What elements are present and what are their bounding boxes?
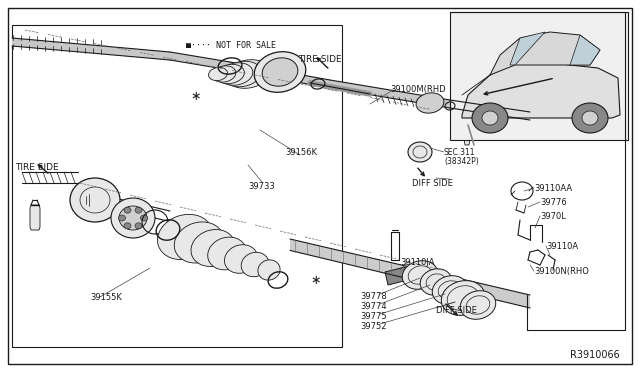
Text: 39156K: 39156K xyxy=(285,148,317,157)
Polygon shape xyxy=(570,35,600,65)
Text: TIRE SIDE: TIRE SIDE xyxy=(298,55,342,64)
Text: 39110AA: 39110AA xyxy=(534,184,572,193)
Polygon shape xyxy=(463,124,471,145)
Ellipse shape xyxy=(572,103,608,133)
Ellipse shape xyxy=(402,261,438,289)
Text: R3910066: R3910066 xyxy=(570,350,620,360)
Text: TIRE SIDE: TIRE SIDE xyxy=(15,163,59,172)
Ellipse shape xyxy=(472,103,508,133)
Ellipse shape xyxy=(254,52,306,92)
Ellipse shape xyxy=(219,63,253,85)
Ellipse shape xyxy=(258,260,280,280)
Text: DIFF SIDE: DIFF SIDE xyxy=(412,179,453,188)
Ellipse shape xyxy=(135,207,142,213)
Text: 39110A: 39110A xyxy=(546,242,578,251)
Polygon shape xyxy=(385,267,408,285)
Ellipse shape xyxy=(262,58,298,86)
Ellipse shape xyxy=(135,223,142,229)
Text: SEC.311: SEC.311 xyxy=(444,148,476,157)
Text: 39774: 39774 xyxy=(360,302,387,311)
Polygon shape xyxy=(12,38,530,120)
Polygon shape xyxy=(462,62,620,118)
Ellipse shape xyxy=(209,67,227,81)
Ellipse shape xyxy=(482,111,498,125)
Ellipse shape xyxy=(223,61,261,87)
Text: 39752: 39752 xyxy=(360,322,387,331)
Text: ■···· NOT FOR SALE: ■···· NOT FOR SALE xyxy=(186,42,276,51)
Ellipse shape xyxy=(157,214,212,260)
Polygon shape xyxy=(30,205,40,230)
Ellipse shape xyxy=(241,252,269,277)
Text: 39100M(RHD: 39100M(RHD xyxy=(390,85,445,94)
Text: ∗: ∗ xyxy=(311,273,321,286)
Text: 39733: 39733 xyxy=(248,182,275,191)
Text: (38342P): (38342P) xyxy=(444,157,479,166)
Text: ∗: ∗ xyxy=(191,90,201,103)
Ellipse shape xyxy=(124,207,131,213)
Ellipse shape xyxy=(582,111,598,125)
Polygon shape xyxy=(490,32,600,75)
Ellipse shape xyxy=(226,60,270,88)
Text: 39776: 39776 xyxy=(540,198,567,207)
Polygon shape xyxy=(510,32,545,65)
Ellipse shape xyxy=(216,64,244,84)
Ellipse shape xyxy=(432,276,468,304)
Text: 39100N(RHO: 39100N(RHO xyxy=(534,267,589,276)
Ellipse shape xyxy=(408,142,432,162)
Ellipse shape xyxy=(460,291,496,319)
Ellipse shape xyxy=(225,245,257,273)
Bar xyxy=(12,25,342,347)
Ellipse shape xyxy=(141,215,147,221)
Ellipse shape xyxy=(191,230,235,266)
Text: 39110JA: 39110JA xyxy=(400,258,435,267)
Ellipse shape xyxy=(208,237,246,270)
Ellipse shape xyxy=(420,269,452,295)
Text: 39778: 39778 xyxy=(360,292,387,301)
Bar xyxy=(450,12,628,140)
Text: 39775: 39775 xyxy=(360,312,387,321)
Text: 3970L: 3970L xyxy=(540,212,566,221)
Polygon shape xyxy=(290,239,530,308)
Ellipse shape xyxy=(118,215,125,221)
Ellipse shape xyxy=(212,66,236,82)
Ellipse shape xyxy=(124,223,131,229)
Ellipse shape xyxy=(111,198,155,238)
Ellipse shape xyxy=(119,206,147,230)
Ellipse shape xyxy=(70,178,120,222)
Ellipse shape xyxy=(416,93,444,113)
Ellipse shape xyxy=(174,222,224,263)
Text: 39155K: 39155K xyxy=(90,293,122,302)
Ellipse shape xyxy=(442,280,484,315)
Text: DIFF SIDE: DIFF SIDE xyxy=(436,306,477,315)
